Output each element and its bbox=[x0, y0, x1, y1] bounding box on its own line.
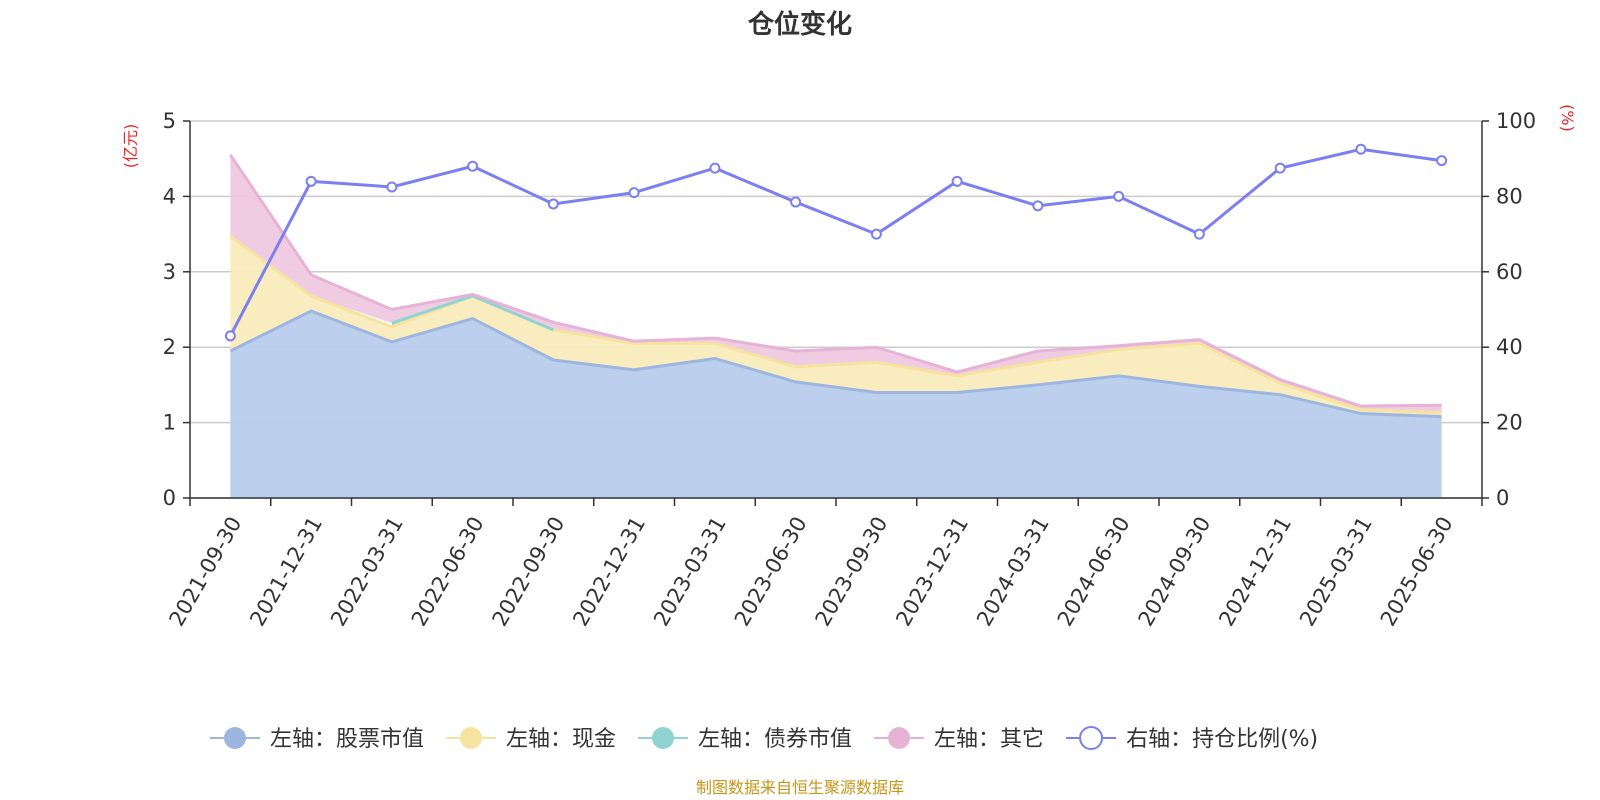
x-tick-label: 2023-09-30 bbox=[811, 513, 893, 631]
left-axis-unit: (亿元) bbox=[121, 124, 140, 169]
x-tick-label: 2022-12-31 bbox=[568, 513, 650, 631]
holding-ratio-point bbox=[305, 175, 317, 187]
x-tick-label: 2022-09-30 bbox=[488, 513, 570, 631]
holding-ratio-point bbox=[790, 196, 802, 208]
holding-ratio-point bbox=[951, 175, 963, 187]
x-tick-label: 2022-03-31 bbox=[326, 513, 408, 631]
left-tick-label: 5 bbox=[163, 109, 176, 133]
source-note: 制图数据来自恒生聚源数据库 bbox=[696, 778, 904, 797]
holding-ratio-point bbox=[1436, 155, 1448, 167]
x-tick-label: 2024-09-30 bbox=[1134, 513, 1216, 631]
area-line bbox=[229, 235, 1442, 415]
holding-ratio-point bbox=[1274, 162, 1286, 174]
legend-marker bbox=[1079, 726, 1104, 750]
right-tick-label: 0 bbox=[1496, 486, 1509, 510]
holding-ratio-point bbox=[467, 160, 479, 172]
right-tick-label: 40 bbox=[1496, 335, 1523, 359]
x-tick-label: 2025-03-31 bbox=[1295, 513, 1377, 631]
chart-title: 仓位变化 bbox=[747, 9, 852, 40]
right-tick-label: 60 bbox=[1496, 260, 1523, 284]
x-tick-label: 2025-06-30 bbox=[1376, 513, 1458, 631]
legend-label: 左轴：其它 bbox=[934, 727, 1044, 752]
holding-ratio-point bbox=[224, 330, 236, 342]
legend: 左轴：股票市值 左轴：现金 左轴：债券市值 左轴：其它 右轴：持仓比例(%) bbox=[210, 726, 1318, 752]
line-points bbox=[224, 143, 1448, 342]
right-tick-label: 100 bbox=[1496, 109, 1536, 133]
legend-label: 左轴：债券市值 bbox=[698, 727, 852, 752]
holding-ratio-point bbox=[870, 228, 882, 240]
left-tick-label: 1 bbox=[163, 411, 176, 435]
legend-marker bbox=[460, 727, 483, 749]
area-line bbox=[229, 309, 1442, 419]
right-axis-unit: (%) bbox=[1558, 104, 1577, 132]
x-tick-label: 2024-06-30 bbox=[1053, 513, 1135, 631]
holding-ratio-point bbox=[547, 198, 559, 210]
x-tick-label: 2024-12-31 bbox=[1214, 513, 1296, 631]
holding-ratio-line bbox=[229, 147, 1442, 337]
x-tick-label: 2023-12-31 bbox=[891, 513, 973, 631]
right-tick-label: 20 bbox=[1496, 411, 1523, 435]
x-tick-label: 2023-03-31 bbox=[649, 513, 731, 631]
holding-ratio-point bbox=[1193, 228, 1205, 240]
area-line bbox=[229, 154, 1442, 408]
x-tick-label: 2023-06-30 bbox=[730, 513, 812, 631]
area-fill bbox=[230, 154, 1442, 413]
area-fill bbox=[230, 236, 1442, 417]
legend-label: 右轴：持仓比例(%) bbox=[1126, 727, 1318, 752]
left-tick-label: 3 bbox=[163, 260, 176, 284]
left-tick-label: 0 bbox=[163, 486, 176, 510]
x-tick-label: 2022-06-30 bbox=[407, 513, 489, 631]
legend-label: 左轴：股票市值 bbox=[270, 727, 424, 752]
stacked-areas bbox=[230, 154, 1442, 498]
holding-ratio-point bbox=[1113, 190, 1125, 202]
left-tick-label: 2 bbox=[163, 335, 176, 359]
holding-ratio-point bbox=[1032, 200, 1044, 212]
holding-ratio-point bbox=[709, 162, 721, 174]
legend-marker bbox=[652, 727, 675, 749]
x-tick-label: 2021-09-30 bbox=[165, 513, 247, 631]
series-lines bbox=[229, 147, 1442, 419]
holding-ratio-point bbox=[628, 187, 640, 199]
area-fill bbox=[230, 311, 1442, 498]
holding-ratio-point bbox=[1355, 143, 1367, 155]
x-tick-label: 2024-03-31 bbox=[972, 513, 1054, 631]
legend-marker bbox=[888, 727, 911, 749]
left-tick-label: 4 bbox=[163, 184, 176, 208]
legend-label: 左轴：现金 bbox=[506, 727, 616, 752]
right-tick-label: 80 bbox=[1496, 184, 1523, 208]
holding-ratio-point bbox=[386, 181, 398, 193]
legend-marker bbox=[224, 727, 246, 749]
x-tick-label: 2021-12-31 bbox=[245, 513, 327, 631]
